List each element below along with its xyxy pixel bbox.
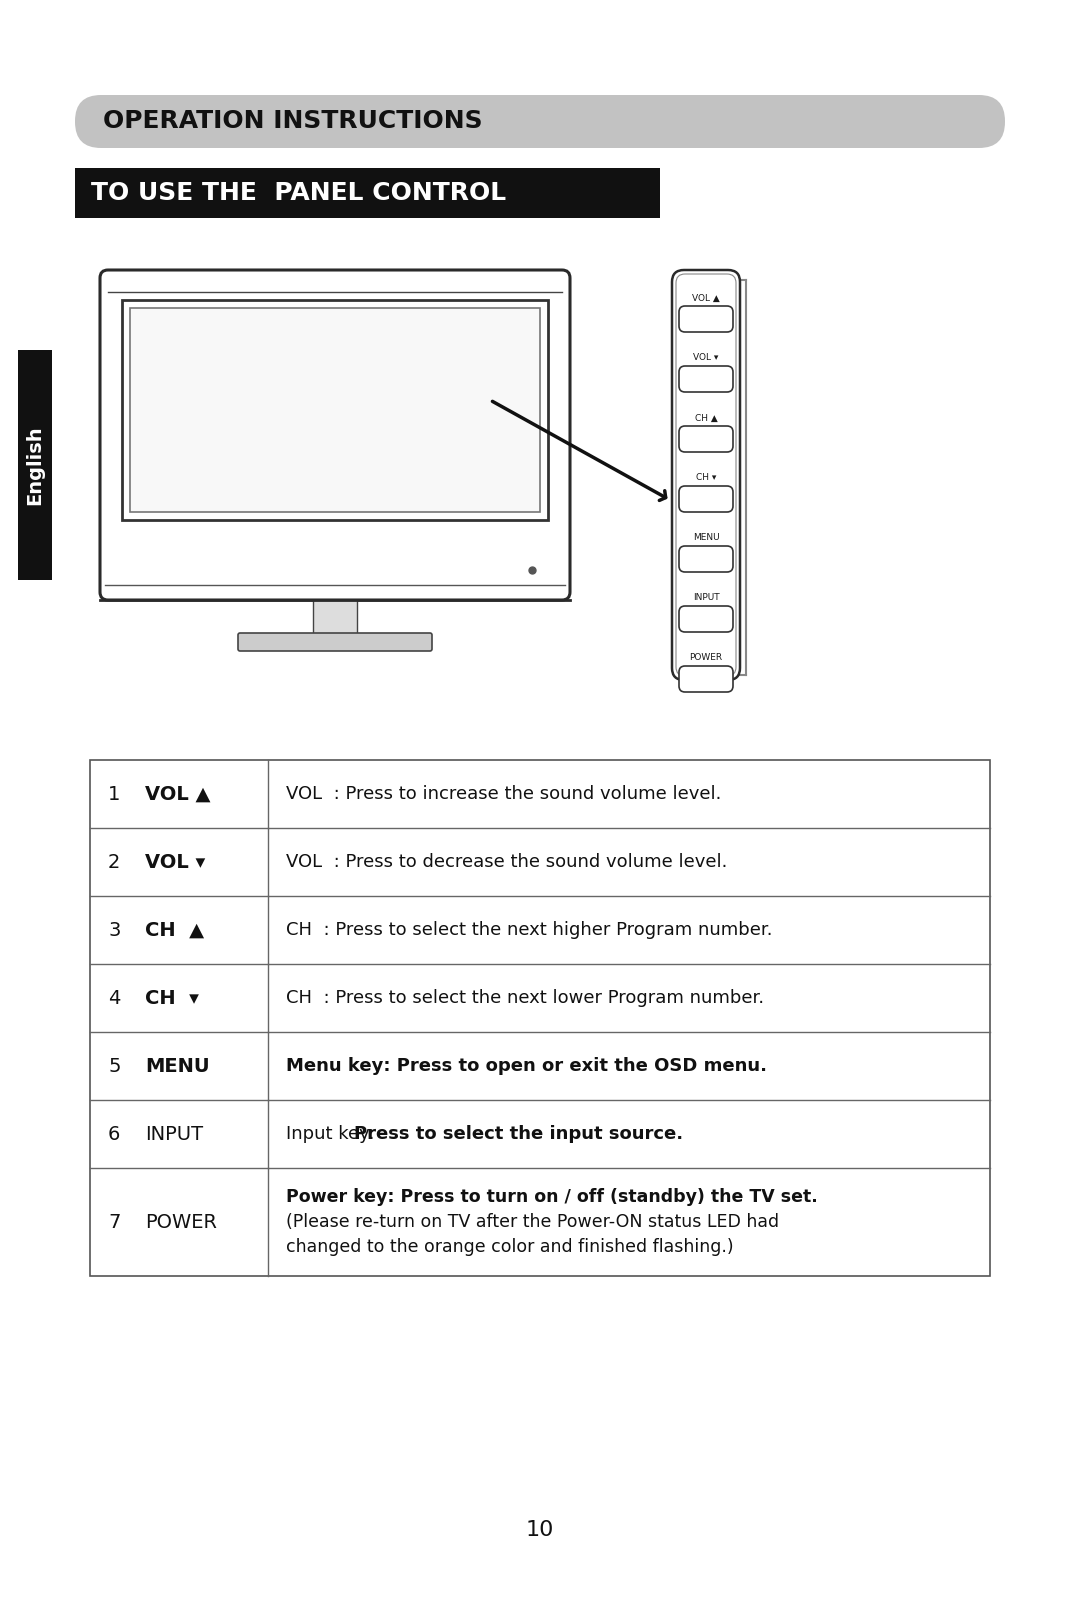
Text: POWER: POWER bbox=[145, 1213, 217, 1232]
Bar bbox=[102, 537, 568, 594]
Text: INPUT: INPUT bbox=[145, 1125, 203, 1144]
FancyBboxPatch shape bbox=[679, 486, 733, 511]
FancyBboxPatch shape bbox=[679, 427, 733, 452]
Bar bbox=[313, 599, 357, 634]
Text: CH ▾: CH ▾ bbox=[696, 473, 716, 483]
FancyBboxPatch shape bbox=[75, 94, 1005, 149]
Text: CH  ▲: CH ▲ bbox=[145, 920, 204, 940]
FancyBboxPatch shape bbox=[679, 305, 733, 332]
Text: 5: 5 bbox=[108, 1056, 121, 1075]
Text: VOL  : Press to increase the sound volume level.: VOL : Press to increase the sound volume… bbox=[286, 785, 721, 804]
FancyBboxPatch shape bbox=[679, 547, 733, 572]
Text: 7: 7 bbox=[108, 1213, 120, 1232]
Text: 6: 6 bbox=[108, 1125, 120, 1144]
Bar bbox=[122, 300, 548, 519]
Text: Input key:: Input key: bbox=[286, 1125, 380, 1143]
Text: TO USE THE  PANEL CONTROL: TO USE THE PANEL CONTROL bbox=[91, 181, 507, 205]
Text: VOL ▾: VOL ▾ bbox=[145, 852, 205, 871]
FancyBboxPatch shape bbox=[679, 366, 733, 392]
Text: 3: 3 bbox=[108, 920, 120, 940]
Text: 10: 10 bbox=[526, 1520, 554, 1540]
Text: CH  : Press to select the next higher Program number.: CH : Press to select the next higher Pro… bbox=[286, 920, 772, 940]
FancyBboxPatch shape bbox=[100, 270, 570, 599]
Text: CH  ▾: CH ▾ bbox=[145, 989, 199, 1007]
Text: 4: 4 bbox=[108, 989, 120, 1007]
Bar bbox=[75, 168, 660, 217]
Text: 1: 1 bbox=[108, 785, 120, 804]
Text: OPERATION INSTRUCTIONS: OPERATION INSTRUCTIONS bbox=[103, 110, 483, 134]
FancyBboxPatch shape bbox=[672, 270, 740, 681]
Text: VOL ▲: VOL ▲ bbox=[145, 785, 211, 804]
Text: CH  : Press to select the next lower Program number.: CH : Press to select the next lower Prog… bbox=[286, 989, 765, 1007]
Text: MENU: MENU bbox=[692, 534, 719, 542]
Text: MENU: MENU bbox=[145, 1056, 210, 1075]
Text: 2: 2 bbox=[108, 852, 120, 871]
Text: Press to select the input source.: Press to select the input source. bbox=[354, 1125, 684, 1143]
Text: Menu key: Press to open or exit the OSD menu.: Menu key: Press to open or exit the OSD … bbox=[286, 1056, 767, 1075]
Text: English: English bbox=[26, 425, 44, 505]
Text: INPUT: INPUT bbox=[692, 593, 719, 602]
Text: VOL ▲: VOL ▲ bbox=[692, 294, 720, 302]
Text: (Please re-turn on TV after the Power-ON status LED had: (Please re-turn on TV after the Power-ON… bbox=[286, 1213, 779, 1230]
FancyBboxPatch shape bbox=[679, 606, 733, 631]
Text: changed to the orange color and finished flashing.): changed to the orange color and finished… bbox=[286, 1238, 733, 1256]
Bar bbox=[18, 350, 52, 580]
Text: VOL  : Press to decrease the sound volume level.: VOL : Press to decrease the sound volume… bbox=[286, 853, 727, 871]
FancyBboxPatch shape bbox=[238, 633, 432, 650]
Text: VOL ▾: VOL ▾ bbox=[693, 353, 718, 363]
Text: Power key: Press to turn on / off (standby) the TV set.: Power key: Press to turn on / off (stand… bbox=[286, 1187, 818, 1206]
FancyBboxPatch shape bbox=[679, 666, 733, 692]
Bar bbox=[130, 308, 540, 511]
Text: POWER: POWER bbox=[689, 654, 723, 663]
Bar bbox=[90, 761, 990, 1275]
Text: CH ▲: CH ▲ bbox=[694, 414, 717, 422]
